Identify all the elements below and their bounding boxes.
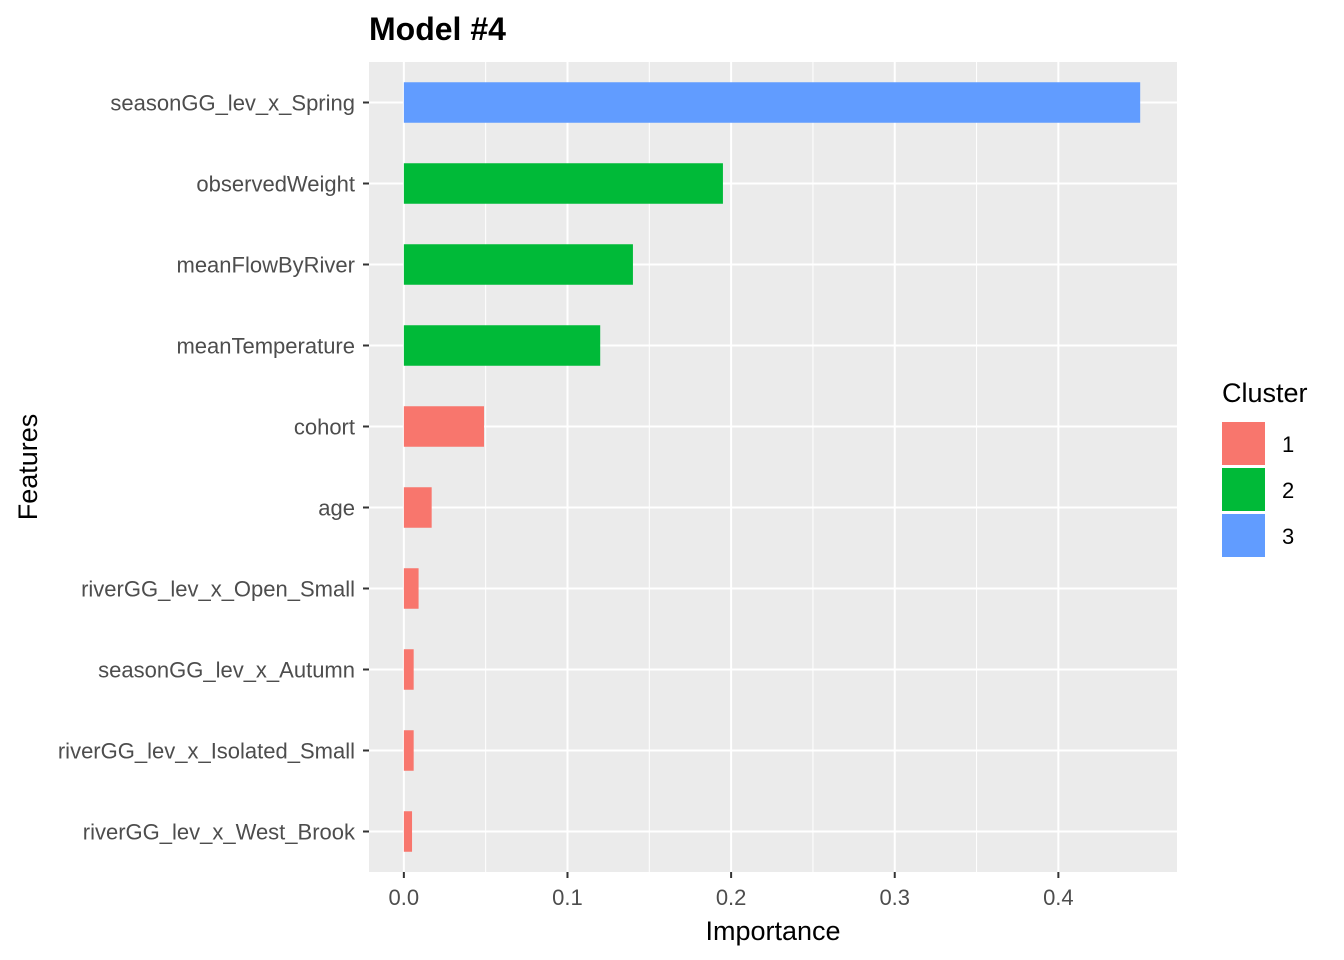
y-tick-label: cohort (294, 415, 355, 440)
bar (403, 244, 633, 285)
x-axis: 0.0 0.1 0.2 0.3 0.4 (389, 872, 1074, 910)
y-tick-label: meanTemperature (176, 334, 355, 359)
legend-label: 2 (1282, 478, 1294, 503)
x-tick-label: 0.4 (1043, 885, 1074, 910)
legend-label: 1 (1282, 432, 1294, 457)
legend-swatch (1222, 468, 1265, 511)
x-tick-label: 0.3 (879, 885, 910, 910)
y-tick-label: meanFlowByRiver (177, 253, 356, 278)
bar (403, 163, 723, 204)
x-axis-title: Importance (705, 916, 840, 946)
bar (403, 811, 413, 852)
bar (403, 487, 432, 528)
legend: Cluster 1 2 3 (1222, 378, 1308, 557)
bars (403, 82, 1141, 852)
chart-title: Model #4 (369, 11, 506, 47)
legend-label: 3 (1282, 524, 1294, 549)
bar (403, 649, 414, 690)
x-tick-label: 0.2 (716, 885, 747, 910)
bar (403, 82, 1141, 123)
x-tick-label: 0.0 (389, 885, 420, 910)
legend-swatch (1222, 514, 1265, 557)
y-tick-label: seasonGG_lev_x_Autumn (98, 658, 355, 683)
y-tick-label: riverGG_lev_x_West_Brook (83, 820, 356, 845)
bar (403, 406, 485, 447)
legend-items: 1 2 3 (1222, 422, 1294, 557)
bar (403, 730, 414, 771)
y-tick-label: observedWeight (196, 172, 355, 197)
legend-title: Cluster (1222, 378, 1308, 408)
y-axis-title: Features (13, 414, 43, 521)
bar (403, 568, 419, 609)
y-tick-label: age (318, 496, 355, 521)
y-tick-label: riverGG_lev_x_Open_Small (81, 577, 355, 602)
y-tick-label: riverGG_lev_x_Isolated_Small (58, 739, 355, 764)
bar (403, 325, 601, 366)
y-axis: seasonGG_lev_x_Spring observedWeight meanF… (58, 91, 369, 845)
x-tick-label: 0.1 (552, 885, 583, 910)
y-tick-label: seasonGG_lev_x_Spring (110, 91, 355, 116)
legend-swatch (1222, 422, 1265, 465)
